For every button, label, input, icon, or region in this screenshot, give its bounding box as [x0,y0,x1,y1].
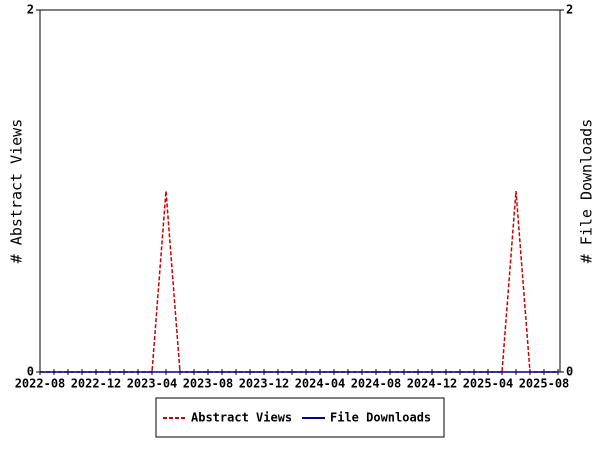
x-tick-label: 2022-08 [15,377,66,391]
x-tick-label: 2024-12 [407,377,458,391]
y2-axis-label: # File Downloads [578,119,596,264]
x-tick-label: 2022-12 [71,377,122,391]
plot-frame [39,9,561,373]
x-tick-label: 2023-12 [239,377,290,391]
x-tick-label: 2023-08 [183,377,234,391]
legend-label: File Downloads [330,411,431,425]
legend-label: Abstract Views [191,411,292,425]
y2-tick-label: 0 [566,365,573,379]
y-tick-label: 0 [27,365,34,379]
x-tick-label: 2024-04 [295,377,346,391]
x-tick-label: 2025-08 [519,377,570,391]
x-tick-label: 2023-04 [127,377,178,391]
series-line [40,190,558,373]
y-tick-label: 2 [27,3,34,17]
y2-tick-label: 2 [566,3,573,17]
y-axis-label: # Abstract Views [8,119,26,264]
x-tick-label: 2024-08 [351,377,402,391]
legend [155,397,445,438]
x-tick-label: 2025-04 [463,377,514,391]
